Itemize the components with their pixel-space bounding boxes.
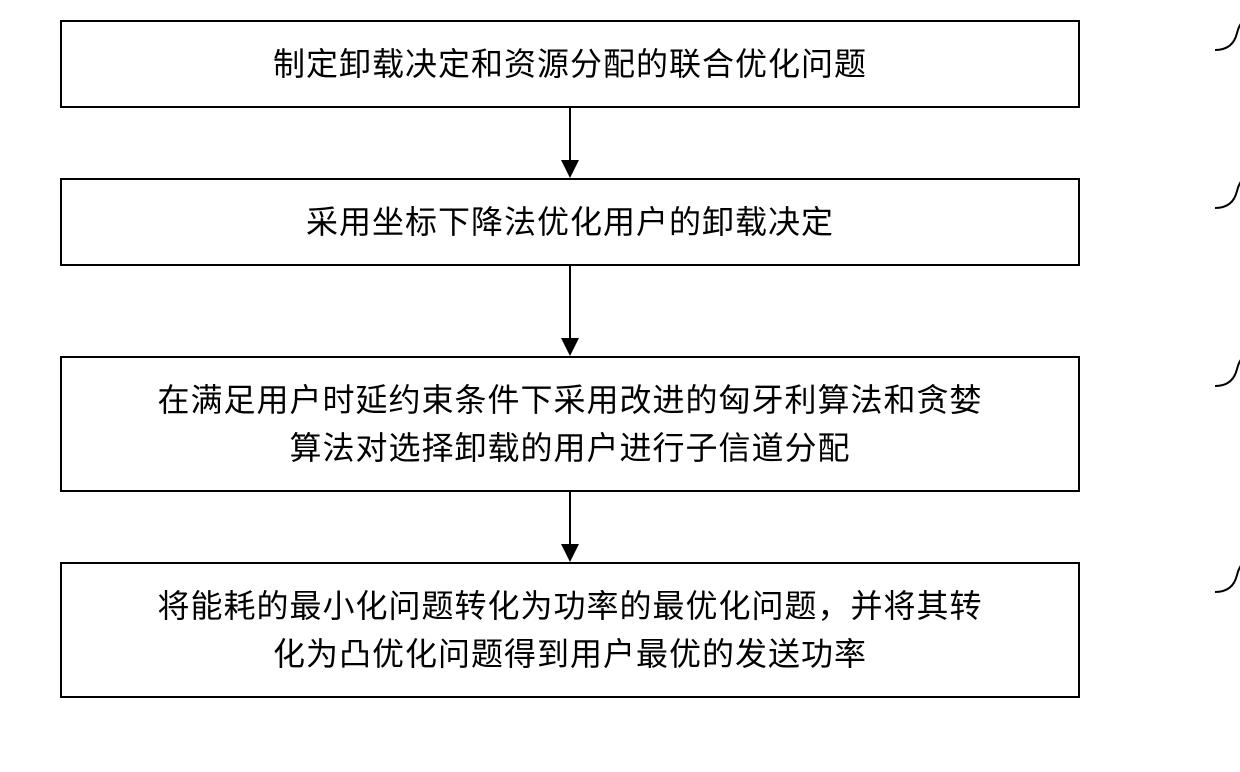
flow-label-3-wrapper: 103 (1215, 344, 1240, 389)
flow-node-1: 制定卸载决定和资源分配的联合优化问题 (60, 20, 1080, 108)
arrow-2-wrapper (60, 266, 1080, 356)
flow-node-2: 采用坐标下降法优化用户的卸载决定 (60, 178, 1080, 266)
flow-node-4-line2: 化为凸优化问题得到用户最优的发送功率 (273, 636, 867, 672)
arrow-down-icon (555, 108, 585, 178)
arrow-1-wrapper (60, 108, 1080, 178)
flow-node-3-line1: 在满足用户时延约束条件下采用改进的匈牙利算法和贪婪 (157, 382, 982, 418)
flow-node-4-wrapper: 将能耗的最小化问题转化为功率的最优化问题，并将其转 化为凸优化问题得到用户最优的… (60, 562, 1180, 698)
curve-icon (1215, 166, 1240, 211)
flow-node-3: 在满足用户时延约束条件下采用改进的匈牙利算法和贪婪 算法对选择卸载的用户进行子信… (60, 356, 1080, 492)
curve-icon (1215, 550, 1240, 595)
flow-label-4-wrapper: 104 (1215, 550, 1240, 595)
flowchart-container: 制定卸载决定和资源分配的联合优化问题 101 采用坐标下降法优化用户的卸载决定 … (60, 20, 1180, 698)
flow-node-3-line2: 算法对选择卸载的用户进行子信道分配 (289, 430, 850, 466)
flow-node-2-wrapper: 采用坐标下降法优化用户的卸载决定 102 (60, 178, 1180, 266)
arrow-down-icon (555, 266, 585, 356)
flow-node-1-wrapper: 制定卸载决定和资源分配的联合优化问题 101 (60, 20, 1180, 108)
flow-node-3-wrapper: 在满足用户时延约束条件下采用改进的匈牙利算法和贪婪 算法对选择卸载的用户进行子信… (60, 356, 1180, 492)
arrow-down-icon (555, 492, 585, 562)
curve-icon (1215, 344, 1240, 389)
flow-node-2-text: 采用坐标下降法优化用户的卸载决定 (306, 198, 834, 246)
flow-node-1-text: 制定卸载决定和资源分配的联合优化问题 (273, 40, 867, 88)
flow-node-4: 将能耗的最小化问题转化为功率的最优化问题，并将其转 化为凸优化问题得到用户最优的… (60, 562, 1080, 698)
curve-icon (1215, 8, 1240, 53)
flow-node-4-text: 将能耗的最小化问题转化为功率的最优化问题，并将其转 化为凸优化问题得到用户最优的… (157, 582, 982, 678)
arrow-3-wrapper (60, 492, 1080, 562)
flow-node-3-text: 在满足用户时延约束条件下采用改进的匈牙利算法和贪婪 算法对选择卸载的用户进行子信… (157, 376, 982, 472)
flow-label-1-wrapper: 101 (1215, 8, 1240, 53)
flow-label-2-wrapper: 102 (1215, 166, 1240, 211)
flow-node-4-line1: 将能耗的最小化问题转化为功率的最优化问题，并将其转 (157, 588, 982, 624)
